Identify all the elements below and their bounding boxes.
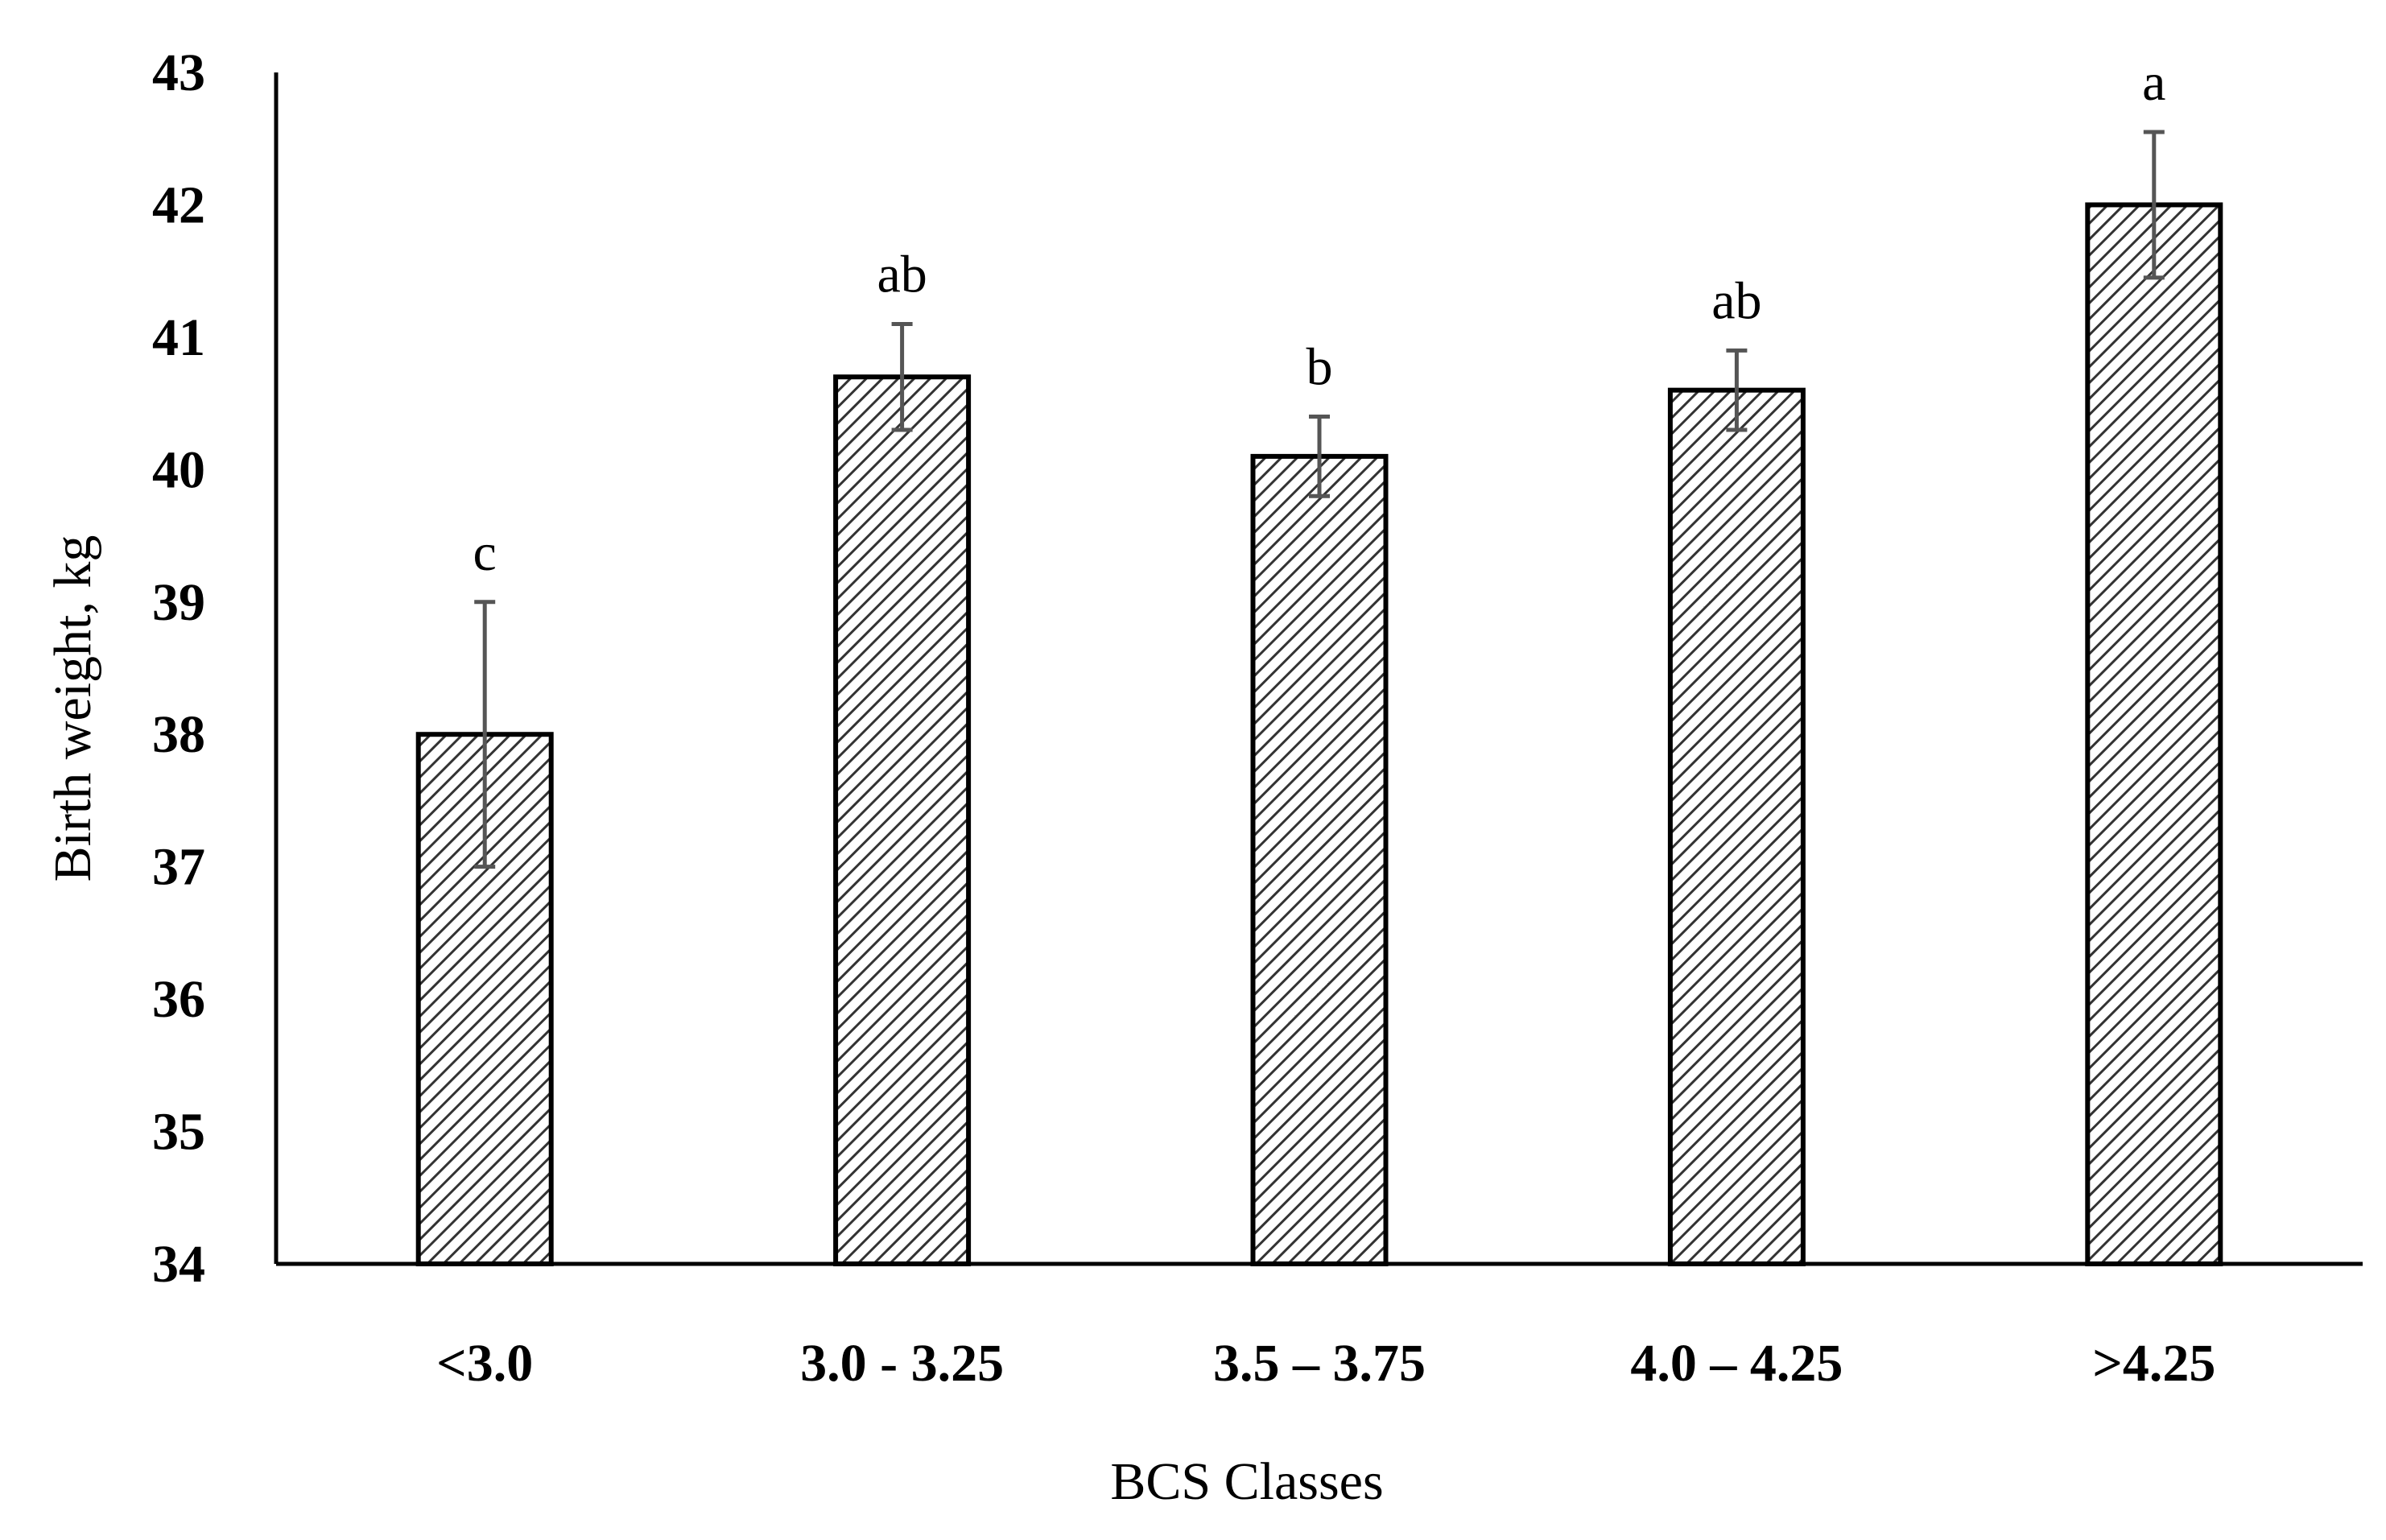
bar — [1667, 387, 1806, 1267]
y-axis-ticks: 34 35 36 37 38 39 40 41 42 43 — [152, 43, 205, 1294]
significance-letter: ab — [877, 245, 927, 303]
x-axis-title: BCS Classes — [1110, 1452, 1383, 1511]
y-tick-label: 39 — [152, 573, 205, 632]
x-tick-label: 4.0 – 4.25 — [1630, 1334, 1843, 1393]
error-bar — [891, 321, 913, 432]
y-tick-label: 40 — [152, 440, 205, 499]
y-tick-label: 34 — [152, 1235, 205, 1294]
significance-letter: c — [473, 523, 497, 582]
x-tick-label: 3.0 - 3.25 — [800, 1334, 1004, 1393]
significance-letter: a — [2142, 53, 2165, 112]
error-bars — [474, 130, 2165, 869]
x-axis-ticks: <3.0 3.0 - 3.25 3.5 – 3.75 4.0 – 4.25 >4.25 — [436, 1334, 2215, 1393]
y-tick-label: 35 — [152, 1103, 205, 1162]
y-tick-label: 43 — [152, 43, 205, 102]
bar — [1250, 453, 1389, 1266]
significance-letter: b — [1307, 338, 1333, 397]
y-tick-label: 38 — [152, 705, 205, 764]
y-tick-label: 36 — [152, 970, 205, 1029]
x-tick-label: 3.5 – 3.75 — [1213, 1334, 1426, 1393]
y-tick-label: 41 — [152, 308, 205, 367]
error-bar — [1726, 348, 1748, 432]
error-bar — [1309, 415, 1330, 498]
x-tick-label: <3.0 — [436, 1334, 533, 1393]
y-tick-label: 37 — [152, 838, 205, 897]
y-tick-label: 42 — [152, 175, 205, 234]
bar — [2085, 202, 2223, 1266]
error-bar — [2143, 130, 2165, 280]
bar — [833, 374, 972, 1267]
significance-letter: ab — [1711, 271, 1761, 330]
significance-letters: c ab b ab a — [473, 53, 2166, 582]
error-bar — [474, 600, 496, 869]
y-axis-title: Birth weight, kg — [43, 535, 102, 882]
x-tick-label: >4.25 — [2092, 1334, 2215, 1393]
